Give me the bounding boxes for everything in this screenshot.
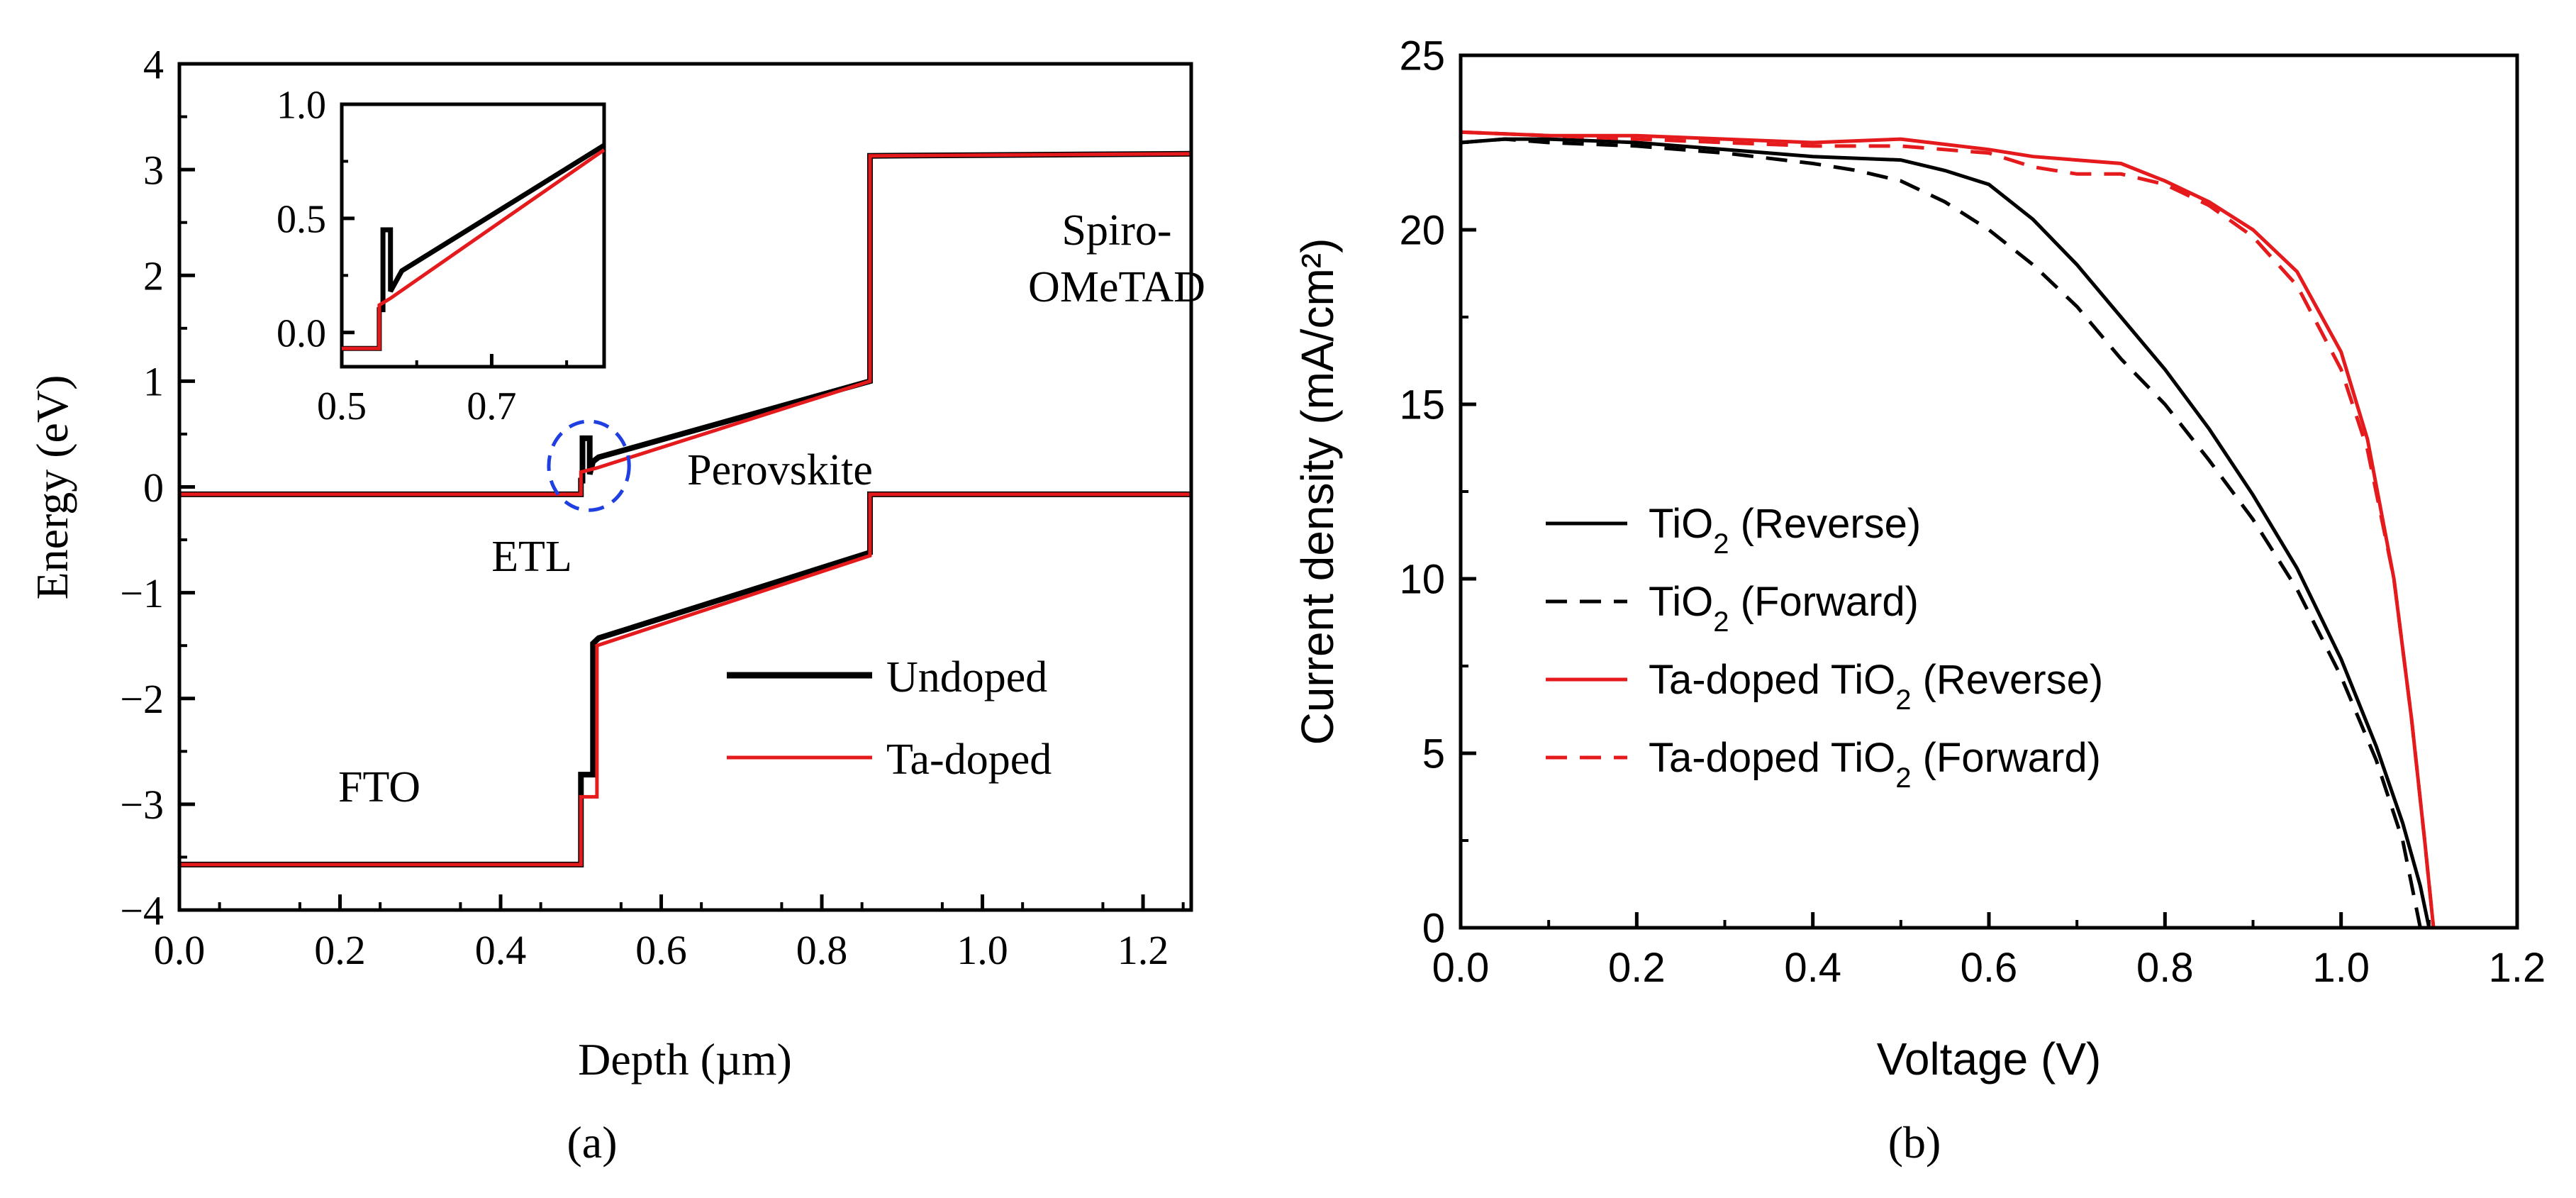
panel-b-jv-curves: 0.0 0.2 0.4 0.6 0.8 1.0 1.2 0 5 10 15 20 25 TiO2 (Re… [1292, 33, 2546, 1168]
annotation-ometad: OMeTAD [1028, 263, 1205, 311]
panel-a-x-tick-label: 0.2 [314, 927, 366, 973]
inset-x-tick-label: 0.7 [467, 384, 516, 428]
panel-a-x-tick-label: 0.0 [154, 927, 206, 973]
panel-b-y-tick-label: 20 [1399, 207, 1445, 253]
legend-b: TiO2 (Reverse) TiO2 (Forward) Ta-doped T… [1546, 501, 2103, 794]
panel-b-x-tick-label: 0.0 [1432, 945, 1490, 991]
legend-label-ta-doped: Ta-doped [886, 736, 1052, 784]
panel-b-y-tick-label: 10 [1399, 556, 1445, 602]
legend-label: Ta-doped TiO2 (Forward) [1649, 735, 2101, 794]
legend-label: Ta-doped TiO2 (Reverse) [1649, 657, 2103, 716]
inset-series-line [342, 148, 606, 350]
highlight-ellipse [547, 419, 631, 512]
inset-x-tick-label: 0.5 [317, 384, 367, 428]
legend-item-ta-doped-reverse: Ta-doped TiO2 (Reverse) [1546, 657, 2103, 716]
panel-a-y-tick-label: −3 [120, 782, 164, 828]
panel-label-a: (a) [567, 1117, 617, 1168]
legend-label: TiO2 (Forward) [1649, 579, 1919, 638]
y-axis-label-a: Energy (eV) [27, 375, 77, 600]
panel-a-x-tick-label: 1.0 [957, 927, 1008, 973]
panel-b-x-tick-label: 1.2 [2489, 945, 2546, 991]
inset-plot: 0.5 0.7 0.0 0.5 1.0 [277, 84, 606, 428]
y-axis-label-b: Current density (mA/cm²) [1292, 238, 1343, 745]
panel-b-series-line [1460, 137, 2422, 928]
legend-item-tio2-reverse: TiO2 (Reverse) [1546, 501, 1921, 560]
panel-a-x-tick-label: 1.2 [1117, 927, 1169, 973]
panel-label-b: (b) [1888, 1117, 1941, 1168]
inset-y-tick-label: 0.5 [277, 197, 326, 241]
x-axis-label-b: Voltage (V) [1877, 1033, 2102, 1085]
inset-y-tick-label: 0.0 [277, 311, 326, 355]
legend-label-undoped: Undoped [886, 653, 1047, 701]
panel-a-y-tick-label: −4 [120, 887, 164, 933]
legend-label: TiO2 (Reverse) [1649, 501, 1921, 560]
legend-a: Undoped Ta-doped [727, 653, 1052, 784]
panel-a-x-tick-label: 0.4 [475, 927, 527, 973]
panel-a-series-line [179, 492, 1191, 867]
annotation-fto: FTO [338, 763, 420, 811]
annotation-perovskite: Perovskite [687, 446, 873, 494]
panel-a-y-tick-label: 3 [143, 147, 164, 193]
panel-b-x-tick-label: 1.0 [2312, 945, 2370, 991]
panel-b-y-tick-label: 0 [1422, 905, 1445, 951]
panel-a-x-tick-label: 0.6 [635, 927, 687, 973]
inset-y-tick-label: 1.0 [277, 84, 326, 128]
panel-b-x-tick-label: 0.4 [1784, 945, 1841, 991]
panel-a-y-tick-label: −2 [120, 676, 164, 722]
panel-a-y-tick-label: 2 [143, 253, 164, 299]
panel-b-y-tick-label: 25 [1399, 33, 1445, 79]
panel-a-series-line [179, 152, 1192, 497]
panel-b-y-tick-label: 15 [1399, 382, 1445, 428]
panel-b-series-line [1460, 137, 2431, 928]
panel-b-series-line [1460, 130, 2436, 928]
panel-a-y-tick-label: 0 [143, 465, 164, 511]
annotation-spiro: Spiro- [1062, 206, 1172, 255]
panel-a-y-tick-label: 1 [143, 359, 164, 405]
annotation-etl: ETL [491, 533, 572, 581]
panel-b-y-tick-label: 5 [1422, 731, 1445, 777]
panel-a-energy-band-diagram: 0.5 0.7 0.0 0.5 1.0 0.0 0.2 0.4 0.6 0.8 1.0 1.2 −4 −… [27, 41, 1205, 1168]
x-axis-label-a: Depth (µm) [578, 1034, 792, 1085]
panel-a-y-tick-label: −1 [120, 570, 164, 616]
legend-item-tio2-forward: TiO2 (Forward) [1546, 579, 1919, 638]
panel-b-x-tick-label: 0.8 [2136, 945, 2194, 991]
panel-a-y-tick-label: 4 [143, 41, 164, 87]
panel-b-x-tick-label: 0.6 [1961, 945, 2018, 991]
panel-b-x-tick-label: 0.2 [1608, 945, 1666, 991]
panel-a-x-tick-label: 0.8 [796, 927, 848, 973]
legend-item-ta-doped-forward: Ta-doped TiO2 (Forward) [1546, 735, 2101, 794]
